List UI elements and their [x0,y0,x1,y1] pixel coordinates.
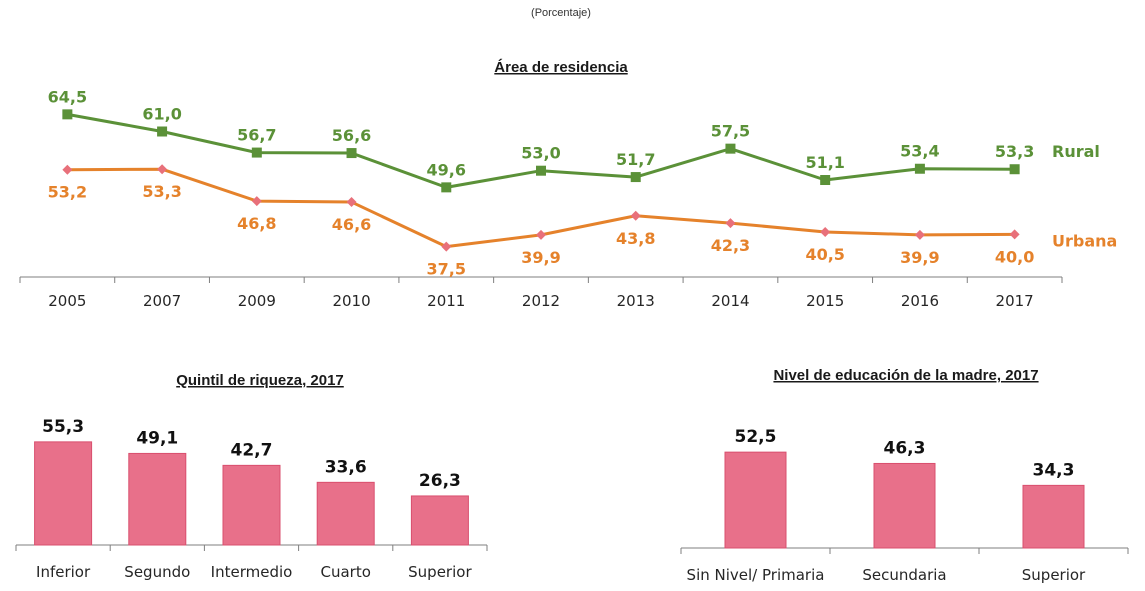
bar [316,481,375,546]
data-point [536,165,546,176]
bar [128,452,187,546]
data-point [725,218,736,229]
data-label: 61,0 [142,105,181,124]
data-label: 49,6 [427,160,466,179]
bar [724,451,787,549]
bar [410,495,469,546]
data-label: 39,9 [521,248,560,267]
wealth-chart-title: Quintil de riqueza, 2017 [176,372,344,389]
data-point [441,241,452,252]
bar [34,441,93,546]
x-tick-label: 2012 [522,292,560,310]
data-label: 64,5 [48,87,87,106]
bar-category-label: Secundaria [862,566,946,584]
x-tick-label: 2009 [238,292,276,310]
x-tick-label: 2016 [901,292,939,310]
data-point [62,109,73,120]
data-point [1009,164,1020,175]
bar-value-label: 49,1 [136,428,178,448]
data-label: 53,3 [142,182,181,201]
bar-category-label: Inferior [36,563,91,581]
bar-category-label: Superior [1022,566,1086,584]
data-point [251,147,262,158]
x-tick-label: 2013 [617,292,655,310]
data-point [914,163,925,174]
data-point [441,182,452,193]
data-label: 40,5 [805,245,844,264]
data-point [251,196,262,207]
x-tick-label: 2015 [806,292,844,310]
x-tick-label: 2010 [332,292,370,310]
x-tick-label: 2011 [427,292,465,310]
bar-value-label: 42,7 [231,440,273,460]
bar [1022,484,1085,549]
x-tick-label: 2014 [711,292,749,310]
data-point [536,229,546,240]
education-bar-chart: 52,5 Sin Nivel/ Primaria 46,3 Secundaria 34,… [680,427,1129,584]
data-label: 51,1 [805,153,844,172]
data-point [157,164,168,175]
data-label: 42,3 [711,236,750,255]
bar [222,464,281,546]
data-label: 53,3 [995,142,1034,161]
data-point [62,164,73,175]
data-point [820,226,831,237]
line-chart-title: Área de residencia [494,59,628,76]
bar [873,462,936,549]
data-point [630,210,641,221]
bar-category-label: Superior [408,563,472,581]
data-label: 53,0 [521,144,560,163]
series-name-urbana: Urbana [1052,231,1117,250]
bar-category-label: Segundo [124,563,190,581]
data-label: 53,2 [48,183,87,202]
education-chart-title: Nivel de educación de la madre, 2017 [773,367,1038,384]
line-chart: 2005 2007 2009 2010 2011 2012 2013 2014 2015 2016… [19,87,1117,310]
data-label: 53,4 [900,142,939,161]
bar-value-label: 46,3 [884,438,926,458]
x-tick-label: 2005 [48,292,86,310]
data-label: 43,8 [616,229,655,248]
data-label: 46,8 [237,214,276,233]
data-label: 51,7 [616,150,655,169]
data-point [1009,229,1020,240]
bar-value-label: 26,3 [419,471,461,491]
x-tick-label: 2007 [143,292,181,310]
data-label: 56,7 [237,126,276,145]
data-label: 46,6 [332,215,371,234]
bar-category-label: Cuarto [320,563,370,581]
data-point [820,175,831,186]
chart-subtitle: (Porcentaje) [531,7,591,19]
data-point [914,229,925,240]
bar-value-label: 33,6 [325,457,367,477]
data-label: 40,0 [995,247,1034,266]
data-point [157,126,168,137]
bar-value-label: 55,3 [42,417,84,437]
data-label: 56,6 [332,126,371,145]
data-point [725,143,736,154]
wealth-bar-chart: 55,3 Inferior 49,1 Segundo 42,7 Intermedio 33,… [15,417,488,581]
bar-value-label: 34,3 [1033,460,1075,480]
data-label: 57,5 [711,122,750,141]
x-tick-label: 2017 [996,292,1034,310]
bar-category-label: Intermedio [211,563,293,581]
data-point [346,197,357,208]
data-label: 39,9 [900,248,939,267]
data-point [346,148,357,159]
bar-value-label: 52,5 [735,427,777,447]
data-label: 37,5 [427,260,466,279]
bar-category-label: Sin Nivel/ Primaria [687,566,825,584]
data-point [630,172,641,183]
series-name-rural: Rural [1052,142,1100,161]
